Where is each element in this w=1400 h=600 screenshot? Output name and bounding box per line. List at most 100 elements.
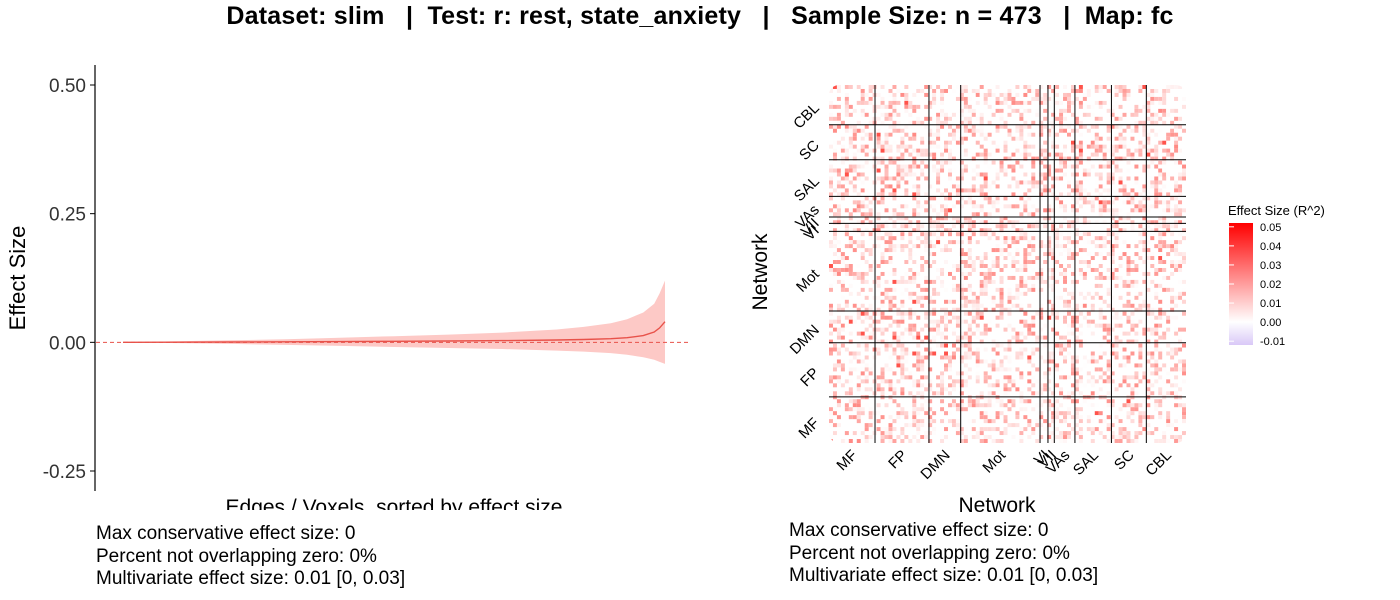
heatmap-cell	[1070, 172, 1075, 177]
heatmap-cell	[1011, 275, 1016, 280]
heatmap-cell	[1106, 379, 1111, 384]
heatmap-cell	[951, 327, 956, 332]
heatmap-cell	[959, 164, 964, 169]
heatmap-cell	[876, 383, 881, 388]
heatmap-cell	[920, 407, 925, 412]
heatmap-cell	[1118, 295, 1123, 300]
heatmap-cell	[959, 375, 964, 380]
heatmap-cell	[844, 85, 849, 89]
heatmap-cell	[991, 160, 996, 165]
heatmap-cell	[1023, 279, 1028, 284]
heatmap-cell	[908, 164, 913, 169]
heatmap-cell	[852, 228, 857, 233]
heatmap-cell	[844, 256, 849, 261]
heatmap-cell	[1055, 411, 1060, 416]
heatmap-cell	[948, 403, 952, 408]
heatmap-cell	[880, 271, 885, 276]
heatmap-cell	[944, 367, 948, 372]
heatmap-cell	[900, 291, 905, 296]
heatmap-cell	[868, 148, 873, 153]
legend-tick-label: 0.05	[1260, 222, 1281, 234]
heatmap-cell	[1130, 391, 1135, 396]
heatmap-cell	[912, 108, 917, 113]
heatmap-cell	[1023, 108, 1028, 113]
heatmap-cell	[959, 108, 964, 113]
heatmap-cell	[1019, 212, 1024, 217]
heatmap-cell	[1110, 403, 1115, 408]
heatmap-cell	[848, 128, 853, 133]
heatmap-cell	[1086, 260, 1091, 264]
heatmap-cell	[987, 375, 992, 380]
heatmap-cell	[1070, 164, 1075, 169]
heatmap-cell	[944, 212, 948, 217]
heatmap-cell	[1078, 367, 1083, 372]
heatmap-cell	[1086, 160, 1091, 165]
heatmap-cell	[955, 427, 960, 432]
heatmap-cell	[848, 196, 853, 201]
heatmap-cell	[1070, 85, 1075, 89]
heatmap-cell	[876, 275, 881, 280]
heatmap-cell	[987, 427, 992, 432]
heatmap-cell	[844, 128, 849, 133]
heatmap-cell	[983, 379, 988, 384]
heatmap-cell	[908, 267, 913, 272]
heatmap-cell	[1170, 260, 1175, 264]
heatmap-cell	[944, 435, 948, 440]
heatmap-cell	[1094, 323, 1099, 328]
heatmap-cell	[975, 164, 980, 169]
heatmap-cell	[983, 196, 988, 201]
heatmap-cell	[1146, 415, 1151, 420]
heatmap-cell	[832, 260, 837, 264]
heatmap-cell	[924, 85, 929, 89]
heatmap-cell	[868, 435, 873, 440]
heatmap-cell	[852, 200, 857, 205]
heatmap-cell	[991, 307, 996, 312]
heatmap-cell	[1158, 335, 1163, 340]
heatmap-cell	[904, 100, 909, 105]
heatmap-cell	[848, 291, 853, 296]
heatmap-cell	[1178, 200, 1183, 205]
heatmap-cell	[1130, 220, 1135, 225]
heatmap-cell	[1170, 347, 1175, 352]
heatmap-cell	[999, 124, 1004, 129]
heatmap-cell	[1078, 104, 1083, 109]
heatmap-cell	[955, 188, 960, 193]
heatmap-cell	[975, 335, 980, 340]
heatmap-cell	[999, 311, 1004, 316]
heatmap-cell	[1003, 256, 1008, 261]
heatmap-cell	[860, 256, 865, 261]
heatmap-cell	[1102, 220, 1107, 225]
heatmap-cell	[832, 212, 837, 217]
heatmap-cell	[1003, 387, 1008, 392]
heatmap-cell	[1067, 256, 1071, 261]
heatmap-cell	[904, 104, 909, 109]
heatmap-cell	[856, 192, 861, 197]
heatmap-cell	[999, 379, 1004, 384]
heatmap-cell	[1138, 224, 1143, 229]
heatmap-cell	[844, 264, 849, 268]
heatmap-cell	[868, 371, 873, 376]
heatmap-cell	[908, 152, 913, 157]
heatmap-cell	[963, 216, 968, 221]
heatmap-cell	[928, 299, 933, 304]
heatmap-cell	[1158, 108, 1163, 113]
heatmap-cell	[932, 168, 937, 173]
heatmap-cell	[940, 216, 945, 221]
heatmap-cell	[1134, 407, 1139, 412]
heatmap-cell	[940, 232, 945, 237]
heatmap-cell	[856, 275, 861, 280]
heatmap-cell	[892, 156, 897, 161]
heatmap-cell	[1114, 232, 1119, 237]
heatmap-cell	[1063, 275, 1067, 280]
heatmap-cell	[936, 216, 941, 221]
heatmap-cell	[1134, 228, 1139, 233]
heatmap-cell	[1146, 244, 1151, 249]
heatmap-cell	[928, 279, 933, 284]
heatmap-cell	[924, 387, 929, 392]
heatmap-cell	[987, 267, 992, 272]
heatmap-cell	[1110, 351, 1115, 356]
heatmap-cell	[944, 196, 948, 201]
heatmap-cell	[844, 180, 849, 185]
heatmap-cell	[1126, 355, 1131, 360]
heatmap-cell	[844, 208, 849, 213]
